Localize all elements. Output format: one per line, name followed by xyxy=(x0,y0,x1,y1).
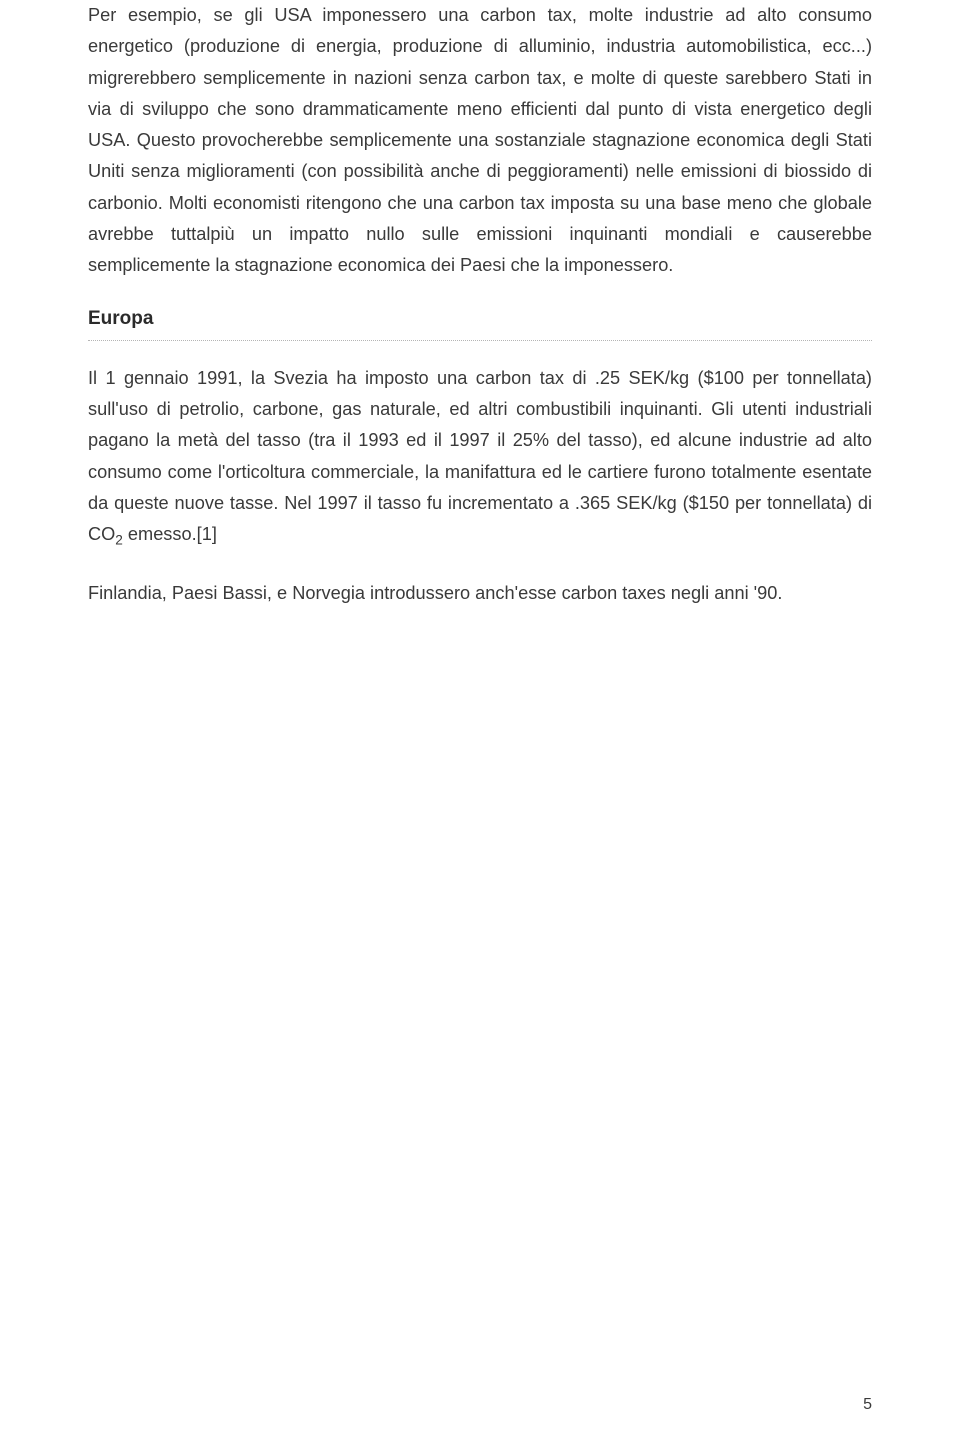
page-number: 5 xyxy=(863,1396,872,1414)
heading-divider xyxy=(88,340,872,341)
paragraph-2-text-a: Il 1 gennaio 1991, la Svezia ha imposto … xyxy=(88,368,872,544)
body-paragraph-2: Il 1 gennaio 1991, la Svezia ha imposto … xyxy=(88,363,872,553)
co2-subscript: 2 xyxy=(115,533,123,548)
section-heading-europa: Europa xyxy=(88,308,872,336)
body-paragraph-3: Finlandia, Paesi Bassi, e Norvegia intro… xyxy=(88,578,872,609)
document-page: Per esempio, se gli USA imponessero una … xyxy=(0,0,960,1444)
paragraph-2-text-b: emesso.[1] xyxy=(123,524,217,544)
body-paragraph-1: Per esempio, se gli USA imponessero una … xyxy=(88,0,872,282)
